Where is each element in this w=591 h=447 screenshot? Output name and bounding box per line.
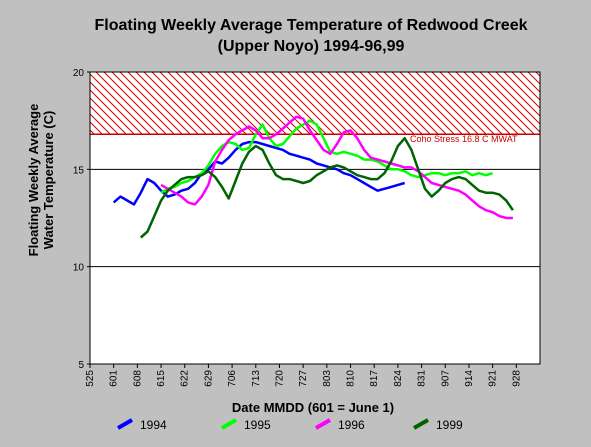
x-tick-label: 629: [203, 370, 214, 387]
x-tick-label: 706: [227, 370, 238, 387]
x-tick-label: 831: [417, 370, 428, 387]
y-axis-label-line2: Water Temperature (C): [41, 111, 56, 250]
legend-swatch-1996: [315, 418, 331, 430]
gridlines: [90, 168, 540, 268]
x-tick-label: 720: [274, 370, 285, 387]
x-tick-label: 928: [511, 370, 522, 387]
y-axis-title: Floating Weekly Average Water Temperatur…: [26, 104, 56, 257]
series-lines: [112, 115, 514, 239]
x-tick-label: 921: [488, 370, 499, 387]
threshold-label: Coho Stress 16.8 C MWAT: [410, 134, 518, 144]
legend-swatch-1999: [413, 418, 429, 430]
legend-swatch-1994: [117, 418, 133, 430]
y-tick-labels: 5 10 15 20: [73, 68, 90, 371]
y-tick-label: 15: [73, 165, 85, 176]
x-tick-label: 907: [440, 370, 451, 387]
x-tick-label: 727: [298, 370, 309, 387]
series-line-1999: [139, 136, 514, 239]
series-line-1996: [160, 115, 513, 220]
plot-frame: [89, 71, 541, 365]
x-tick-label: 914: [464, 370, 475, 387]
x-tick-label: 601: [109, 370, 120, 387]
y-axis-label-line1: Floating Weekly Average: [26, 104, 41, 257]
x-tick-label: 810: [346, 370, 357, 387]
x-tick-label: 615: [156, 370, 167, 387]
y-tick-label: 20: [73, 68, 85, 79]
legend-label-1999: 1999: [436, 418, 463, 432]
x-tick-label: 824: [393, 370, 404, 387]
axes: [89, 71, 541, 365]
x-tick-label: 803: [322, 370, 333, 387]
legend-swatch-1995: [221, 418, 237, 430]
legend-label-1994: 1994: [140, 418, 167, 432]
y-tick-label: 5: [78, 360, 84, 371]
x-tick-label: 713: [251, 370, 262, 387]
x-axis-label: Date MMDD (601 = June 1): [232, 400, 394, 415]
x-tick-label: 622: [180, 370, 191, 387]
x-tick-label: 817: [369, 370, 380, 387]
chart-title: Floating Weekly Average Temperature of R…: [95, 17, 528, 34]
legend: 1994 1995 1996 1999: [117, 418, 463, 432]
x-tick-label: 608: [132, 370, 143, 387]
chart-subtitle: (Upper Noyo) 1994-96,99: [218, 38, 405, 55]
y-tick-label: 10: [73, 263, 85, 274]
legend-label-1995: 1995: [244, 418, 271, 432]
series-line-1995: [160, 119, 493, 194]
x-tick-label: 525: [85, 370, 96, 387]
x-tick-labels: 525 601 608 615 622 629 706 713 720 727 803 810 817 8…: [85, 364, 522, 387]
legend-label-1996: 1996: [338, 418, 365, 432]
